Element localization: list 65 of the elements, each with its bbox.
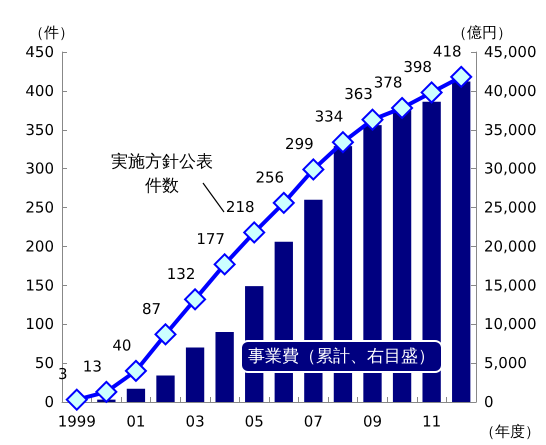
data-label: 132 <box>166 264 196 283</box>
y2-tick-label: 20,000 <box>484 237 536 256</box>
data-label: 177 <box>196 230 225 248</box>
x-tick-label: 01 <box>126 412 146 430</box>
y-tick-label: 450 <box>25 43 54 61</box>
y2-tick-label: 15,000 <box>484 276 536 294</box>
y-axis-title: （件） <box>29 24 74 42</box>
point <box>332 131 354 154</box>
y-tick-label: 100 <box>25 315 54 334</box>
data-label: 13 <box>82 357 102 376</box>
y2-tick-label: 30,000 <box>484 160 536 178</box>
data-label: 363 <box>344 85 373 104</box>
point <box>66 388 88 411</box>
x-axis-title: （年度） <box>480 422 540 440</box>
series-label: 事業費（累計、右目盛） <box>248 346 435 366</box>
y2-tick-label: 0 <box>484 393 494 411</box>
point <box>302 158 324 180</box>
point <box>184 288 206 310</box>
x-tick-label: 09 <box>362 412 382 430</box>
point <box>95 380 118 403</box>
data-label: 87 <box>142 300 162 318</box>
point <box>450 66 472 88</box>
y-tick-label: 200 <box>25 237 54 256</box>
y2-tick-label: 45,000 <box>484 43 536 61</box>
bar <box>126 388 146 402</box>
y-tick-label: 150 <box>25 276 54 294</box>
y-tick-label: 250 <box>25 198 54 217</box>
point <box>362 108 384 131</box>
y2-tick-label: 10,000 <box>484 315 536 334</box>
y-tick-label: 350 <box>25 120 54 139</box>
x-tick-label: 05 <box>244 412 264 430</box>
data-label: 299 <box>285 134 314 153</box>
point <box>420 81 443 104</box>
data-label: 418 <box>432 42 462 60</box>
data-label: 256 <box>255 168 284 186</box>
x-tick-label: 1999 <box>58 412 96 430</box>
y-tick-label: 0 <box>44 393 54 411</box>
bar <box>156 376 175 402</box>
y-tick-label: 400 <box>25 82 54 100</box>
data-label: 218 <box>226 198 255 216</box>
bar <box>186 348 204 402</box>
data-label: 40 <box>112 336 132 354</box>
x-tick-label: 11 <box>422 412 442 430</box>
point <box>124 360 147 382</box>
y2-tick-label: 5,000 <box>484 354 527 372</box>
point <box>243 221 266 244</box>
y2-tick-label: 35,000 <box>484 120 536 139</box>
bar <box>215 332 234 402</box>
point <box>272 192 295 214</box>
data-label: 398 <box>403 58 432 76</box>
y-tick-label: 50 <box>34 354 54 372</box>
y2-axis-title: （億円） <box>452 24 512 42</box>
text: 実施方針公表件数 <box>111 152 213 196</box>
data-label: 378 <box>374 74 402 92</box>
y2-tick-label: 25,000 <box>484 198 536 217</box>
data-label: 3 <box>58 365 68 384</box>
bar <box>452 82 470 402</box>
data-label: 334 <box>314 108 344 126</box>
y2-tick-label: 40,000 <box>484 82 536 100</box>
x-tick-label: 07 <box>304 412 323 430</box>
x-tick-label: 03 <box>186 412 205 430</box>
point <box>214 253 236 276</box>
point <box>391 97 414 119</box>
point <box>154 323 176 346</box>
y-tick-label: 300 <box>25 160 54 178</box>
